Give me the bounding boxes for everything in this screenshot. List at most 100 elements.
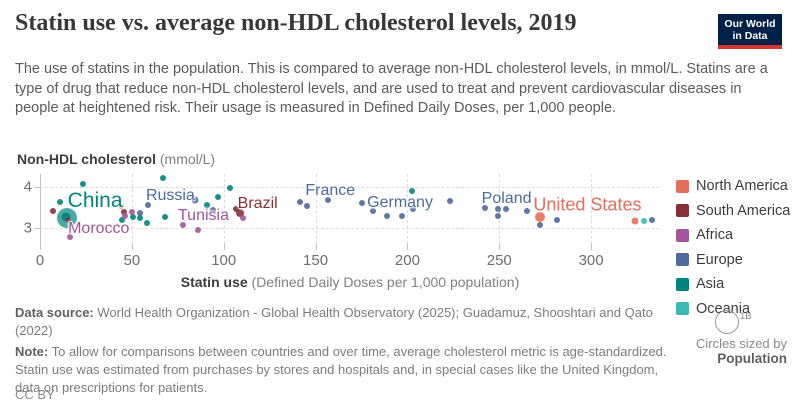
data-point[interactable] — [537, 222, 544, 229]
y-axis-title-unit: (mmol/L) — [155, 151, 216, 167]
data-point[interactable] — [410, 206, 417, 213]
vertical-gridline — [315, 174, 317, 244]
note-label: Note: — [15, 344, 49, 359]
data-point[interactable] — [129, 213, 136, 220]
legend-item-africa[interactable]: Africa — [676, 227, 790, 243]
x-tick-label: 50 — [123, 252, 141, 269]
legend-item-europe[interactable]: Europe — [676, 252, 790, 268]
data-point[interactable] — [179, 222, 186, 229]
data-point[interactable] — [409, 188, 415, 195]
data-point[interactable] — [215, 193, 221, 200]
vertical-gridline — [407, 174, 409, 244]
legend-label: South America — [696, 202, 791, 219]
legend-label: Africa — [696, 227, 734, 243]
horizontal-gridline — [40, 227, 660, 229]
x-tick-label: 200 — [394, 252, 420, 269]
y-tick-mark — [34, 187, 40, 189]
data-point-russia[interactable] — [191, 196, 199, 204]
country-label-russia: Russia — [145, 187, 195, 205]
size-legend-circle-icon — [715, 310, 739, 334]
data-point-poland[interactable] — [494, 206, 501, 213]
data-point[interactable] — [118, 202, 124, 209]
data-point[interactable] — [203, 202, 210, 209]
x-tick-mark — [131, 244, 133, 250]
data-point[interactable] — [641, 218, 648, 224]
data-point[interactable] — [57, 199, 64, 206]
data-point[interactable] — [136, 209, 143, 216]
legend-label: Europe — [696, 251, 743, 268]
data-point[interactable] — [65, 217, 71, 223]
data-point[interactable] — [50, 208, 57, 215]
x-tick-mark — [223, 244, 225, 250]
legend-item-oceania[interactable]: Oceania — [676, 301, 790, 317]
data-point[interactable] — [118, 216, 125, 223]
data-point[interactable] — [649, 216, 656, 223]
data-point[interactable] — [359, 200, 366, 207]
legend-item-asia[interactable]: Asia — [676, 276, 790, 292]
legend-swatch-icon — [676, 179, 689, 193]
data-point[interactable] — [226, 184, 233, 191]
data-point[interactable] — [239, 215, 246, 222]
data-point[interactable] — [503, 206, 510, 213]
data-point[interactable] — [553, 216, 560, 223]
data-point[interactable] — [631, 217, 639, 225]
x-tick-mark — [407, 244, 409, 250]
continent-legend: North America South America Africa Europe As… — [676, 178, 790, 317]
data-point[interactable] — [210, 206, 217, 213]
x-tick-mark — [591, 244, 593, 250]
data-point[interactable] — [136, 215, 143, 222]
data-source-text[interactable]: World Health Organization - Global Healt… — [15, 305, 653, 338]
data-point[interactable] — [447, 197, 454, 204]
data-point[interactable] — [296, 199, 303, 206]
y-axis-title-main: Non-HDL cholesterol — [17, 151, 156, 167]
data-point[interactable] — [160, 175, 167, 182]
vertical-gridline — [223, 174, 225, 244]
data-point[interactable] — [161, 213, 168, 220]
data-point-tunisia[interactable] — [194, 226, 201, 233]
x-tick-mark — [499, 244, 501, 250]
x-tick-label: 250 — [486, 252, 512, 269]
vertical-gridline — [591, 174, 593, 244]
x-tick-label: 0 — [35, 252, 45, 269]
data-point[interactable] — [481, 204, 488, 211]
y-tick-label: 4 — [23, 178, 32, 196]
x-axis-title-main: Statin use — [180, 274, 248, 290]
data-point[interactable] — [145, 202, 152, 209]
license-link[interactable]: CC BY — [15, 387, 55, 402]
data-point[interactable] — [370, 208, 377, 215]
data-point[interactable] — [233, 206, 239, 213]
data-point-france[interactable] — [325, 197, 332, 204]
legend-item-north-america[interactable]: North America — [676, 178, 790, 194]
size-legend-caption: Circles sized by — [695, 336, 787, 351]
data-point[interactable] — [494, 213, 501, 220]
country-label-tunisia: Tunisia — [177, 207, 229, 225]
owid-logo[interactable]: Our World in Data — [718, 14, 782, 49]
legend-label: Oceania — [696, 300, 751, 317]
legend-item-south-america[interactable]: South America — [676, 203, 790, 219]
data-point[interactable] — [144, 220, 151, 227]
x-axis-title: Statin use (Defined Daily Doses per 1,00… — [40, 274, 660, 290]
country-label-poland: Poland — [481, 189, 532, 207]
data-point[interactable] — [120, 209, 127, 216]
chart-footer: Data source: World Health Organization -… — [15, 304, 687, 400]
note-text: To allow for comparisons between countri… — [15, 344, 667, 395]
horizontal-gridline — [40, 187, 660, 189]
data-point-germany[interactable] — [399, 213, 406, 220]
data-point-china[interactable] — [61, 212, 71, 222]
country-label-brazil: Brazil — [237, 195, 278, 213]
data-point[interactable] — [384, 213, 391, 220]
data-point[interactable] — [303, 202, 310, 209]
data-point[interactable] — [523, 208, 530, 215]
legend-label: North America — [696, 178, 788, 194]
data-point[interactable] — [129, 209, 136, 216]
data-point[interactable] — [79, 181, 86, 188]
data-point[interactable] — [122, 213, 129, 220]
x-tick-label: 150 — [303, 252, 329, 269]
data-point-united-states[interactable] — [535, 211, 546, 222]
data-point-morocco[interactable] — [66, 233, 73, 240]
x-tick-label: 300 — [578, 252, 604, 269]
data-point-brazil[interactable] — [236, 208, 245, 217]
country-label-france: France — [305, 182, 356, 200]
data-source-line: Data source: World Health Organization -… — [15, 304, 687, 340]
